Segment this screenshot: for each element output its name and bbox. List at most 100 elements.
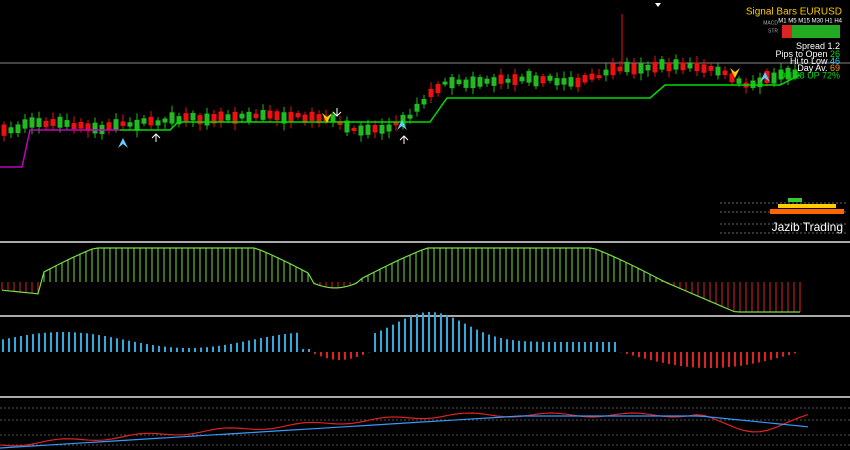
- sell-signal: [730, 68, 740, 78]
- candle-body: [659, 59, 665, 70]
- candle-body: [29, 117, 35, 128]
- candle-body: [134, 119, 140, 131]
- candle-body: [85, 123, 91, 132]
- down-arrow: [332, 108, 342, 117]
- candle-body: [393, 121, 399, 126]
- trend-line-down: [0, 129, 60, 168]
- candle-body: [197, 115, 203, 125]
- arrows: [151, 108, 409, 144]
- candle-body: [666, 63, 672, 72]
- candle-body: [582, 75, 588, 83]
- candle-body: [22, 119, 28, 129]
- candle-body: [288, 112, 294, 122]
- candle-body: [645, 64, 651, 71]
- shift-marker: [655, 3, 661, 7]
- candle-body: [694, 62, 700, 72]
- stat: Pips to Open 26: [775, 49, 840, 59]
- candle-body: [155, 120, 161, 126]
- candle-body: [71, 123, 77, 130]
- candle-body: [162, 118, 168, 123]
- stat-value: 69: [830, 63, 840, 73]
- candle-body: [547, 75, 553, 81]
- stats: Spread 1.2 Pips to Open 26 Hi to Low 46 …: [775, 41, 840, 73]
- candle-body: [1, 124, 7, 136]
- candle-body: [302, 114, 308, 124]
- candle-body: [43, 120, 49, 127]
- candle-body: [624, 61, 630, 73]
- candle-body: [442, 81, 448, 85]
- candle-body: [631, 63, 637, 75]
- candle-body: [379, 124, 385, 134]
- candle-body: [204, 113, 210, 126]
- candle-body: [57, 116, 63, 128]
- buy-signal: [397, 120, 407, 130]
- up-arrow: [151, 133, 161, 142]
- candle-body: [589, 73, 595, 80]
- candle-body: [386, 124, 392, 132]
- candle-body: [771, 72, 777, 84]
- candle-body: [36, 118, 42, 127]
- candle-body: [533, 75, 539, 87]
- candle-body: [372, 124, 378, 133]
- stat-label: Day Av.: [797, 63, 827, 73]
- candle-body: [120, 121, 126, 126]
- indicator-line-blue: [0, 415, 809, 449]
- candle-body: [519, 76, 525, 82]
- candle-body: [505, 78, 511, 83]
- buy-signal: [760, 72, 770, 82]
- candle-body: [127, 122, 133, 127]
- candle-body: [78, 121, 84, 129]
- stat-label: Spread: [796, 41, 825, 51]
- candle-body: [365, 124, 371, 135]
- brand: Jazib Trading: [772, 220, 843, 234]
- candle-body: [330, 114, 336, 123]
- candle-body: [246, 111, 252, 122]
- sell-signal: [322, 113, 332, 123]
- candle-body: [92, 122, 98, 134]
- candle-body: [435, 83, 441, 94]
- candle-body: [785, 67, 791, 80]
- candle-body: [358, 125, 364, 136]
- up-arrow: [399, 135, 409, 144]
- candle-body: [708, 65, 714, 71]
- macd-histogram: [1, 247, 801, 313]
- candle-body: [309, 111, 315, 121]
- candle-body: [596, 75, 602, 79]
- candle-body: [792, 69, 798, 79]
- candle-body: [176, 116, 182, 125]
- candle-body: [715, 66, 721, 76]
- level-lines: [0, 407, 850, 446]
- candle-body: [428, 88, 434, 98]
- candle-body: [190, 112, 196, 121]
- candle-body: [491, 77, 497, 86]
- candle-body: [421, 99, 427, 105]
- candle-body: [351, 127, 357, 131]
- candle-body: [638, 63, 644, 74]
- signal-bar: [778, 204, 836, 208]
- stat-value: 1.2: [827, 41, 840, 51]
- candle-body: [554, 78, 560, 86]
- timeframes: M1 M5 M15 M30 H1 H4: [778, 19, 842, 25]
- candle-body: [568, 77, 574, 87]
- candle-body: [232, 111, 238, 124]
- candle-body: [652, 61, 658, 73]
- row-label: STR: [768, 28, 778, 34]
- candle-body: [449, 77, 455, 89]
- candle-body: [722, 70, 728, 76]
- candle-body: [295, 113, 301, 118]
- candle-body: [316, 114, 322, 124]
- candle-body: [526, 71, 532, 83]
- indicator-line-red: [0, 412, 809, 447]
- candle-body: [498, 74, 504, 84]
- candle-body: [344, 120, 350, 133]
- candle-body: [148, 116, 154, 126]
- candle-body: [218, 111, 224, 123]
- candle-body: [50, 119, 56, 126]
- candle-body: [736, 78, 742, 84]
- candle-body: [106, 122, 112, 131]
- candle-body: [477, 77, 483, 87]
- candle-body: [8, 127, 14, 134]
- candle-body: [400, 114, 406, 127]
- candle-body: [225, 114, 231, 121]
